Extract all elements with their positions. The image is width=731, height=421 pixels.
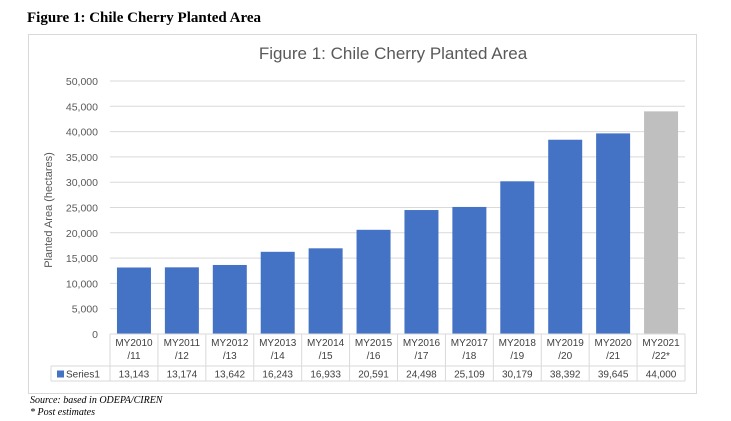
x-category-label: /20 [558,351,572,362]
data-label: 13,143 [119,370,150,381]
y-axis-label: Planted Area (hectares) [43,152,55,268]
y-tick-label: 45,000 [66,101,98,113]
x-category-label: /15 [319,351,333,362]
y-tick-label: 35,000 [66,152,98,164]
data-label: 20,591 [358,370,389,381]
x-category-label: MY2020 [595,338,633,349]
data-label: 13,642 [214,370,245,381]
bar [164,267,199,334]
x-category-label: /18 [462,351,476,362]
bars [116,111,679,334]
bar [356,229,391,334]
bar-chart: Figure 1: Chile Cherry Planted Area Plan… [43,44,686,382]
y-tick-label: 30,000 [66,177,98,189]
x-category-label: MY2018 [499,338,537,349]
data-table: MY2010/11 13,143 MY2011/12 13,174 MY2012/13 1… [50,333,686,382]
x-category-label: MY2013 [259,338,297,349]
x-category-label: /21 [606,351,620,362]
legend-series-name: Series1 [66,370,100,381]
bar [596,133,631,334]
y-tick-label: 25,000 [66,203,98,215]
chart-title: Figure 1: Chile Cherry Planted Area [259,44,528,63]
x-category-label: /13 [223,351,237,362]
bar [308,248,343,334]
x-category-label: MY2011 [164,338,201,349]
data-label: 38,392 [550,370,581,381]
data-label: 16,933 [310,370,341,381]
post-estimates-note: * Post estimates [30,407,95,418]
x-category-label: /19 [510,351,524,362]
bar [212,264,247,334]
y-tick-label: 40,000 [66,127,98,139]
x-category-label: MY2010 [115,338,153,349]
y-tick-label: 20,000 [66,228,98,240]
bar [500,181,535,334]
chart-frame: Figure 1: Chile Cherry Planted Area Plan… [28,34,697,394]
gridlines [110,80,685,335]
x-category-label: MY2019 [547,338,585,349]
x-category-label: MY2012 [211,338,249,349]
x-category-label: /17 [415,351,429,362]
x-category-label: MY2016 [403,338,441,349]
bar [644,111,679,334]
legend-swatch [57,370,64,378]
x-category-label: /14 [271,351,285,362]
data-label: 13,174 [167,370,198,381]
figure-heading: Figure 1: Chile Cherry Planted Area [27,10,261,26]
bar [260,251,295,334]
source-note: Source: based in ODEPA/CIREN [30,395,163,406]
y-tick-label: 50,000 [66,76,98,88]
data-label: 30,179 [502,370,533,381]
x-category-label: MY2017 [451,338,489,349]
x-category-label: MY2021 [642,338,680,349]
bar [116,267,151,334]
y-tick-label: 5,000 [72,304,98,316]
y-axis-ticks: 0 5,000 10,000 15,000 20,000 25,000 30,000 35,0… [66,76,98,341]
data-label: 39,645 [598,370,629,381]
x-category-label: /12 [175,351,189,362]
bar [548,139,583,334]
data-label: 25,109 [454,370,485,381]
x-category-label: MY2015 [355,338,393,349]
y-tick-label: 10,000 [66,278,98,290]
bar [404,210,439,334]
y-tick-label: 15,000 [66,253,98,265]
data-label: 44,000 [646,370,677,381]
bar [452,206,487,334]
y-tick-label: 0 [92,329,98,341]
data-label: 16,243 [262,370,293,381]
x-category-label: /16 [367,351,381,362]
x-category-label: MY2014 [307,338,345,349]
x-category-label: /22* [652,351,670,362]
data-label: 24,498 [406,370,437,381]
x-category-label: /11 [127,351,141,362]
